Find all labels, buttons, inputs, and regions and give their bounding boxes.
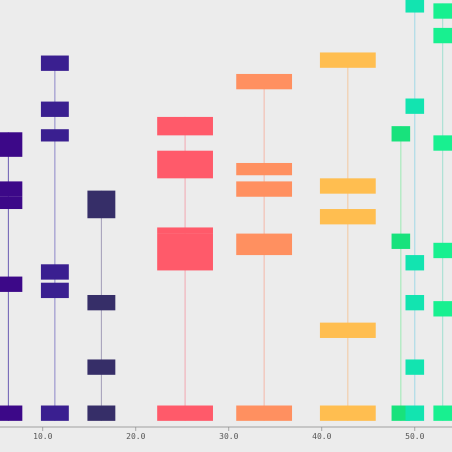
series-1-bar-2 bbox=[40, 264, 69, 280]
x-tick-label-1: 20.0 bbox=[126, 432, 145, 441]
series-8-bar-0 bbox=[433, 405, 452, 421]
series-2-bar-3 bbox=[87, 190, 116, 219]
series-1-bar-5 bbox=[40, 55, 69, 71]
series-7-bar-2 bbox=[405, 294, 425, 311]
series-8-bar-5 bbox=[433, 3, 452, 19]
series-8-bar-3 bbox=[433, 135, 452, 151]
series-3-bar-4 bbox=[157, 116, 213, 136]
x-tick-label-4: 50.0 bbox=[405, 432, 424, 441]
series-7-bar-0 bbox=[405, 405, 425, 421]
series-3-bar-2 bbox=[157, 227, 213, 234]
series-2-bar-2 bbox=[87, 294, 116, 311]
series-6-bar-1 bbox=[391, 233, 411, 249]
series-3-bar-1 bbox=[157, 233, 213, 271]
series-8-bar-1 bbox=[433, 301, 452, 317]
series-4-bar-1 bbox=[236, 233, 293, 256]
series-3-bar-3 bbox=[157, 150, 213, 179]
series-7-bar-3 bbox=[405, 255, 425, 271]
x-tick-label-0: 10.0 bbox=[33, 432, 52, 441]
boxes-layer bbox=[0, 0, 452, 421]
series-1-bar-3 bbox=[40, 129, 69, 142]
series-1-bar-0 bbox=[40, 405, 69, 421]
series-7-bar-4 bbox=[405, 98, 425, 114]
series-0-bar-0 bbox=[0, 405, 23, 421]
x-tick-label-2: 30.0 bbox=[219, 432, 238, 441]
series-2-bar-0 bbox=[87, 405, 116, 421]
series-8-bar-2 bbox=[433, 242, 452, 259]
series-4-bar-3 bbox=[236, 162, 293, 176]
series-8-bar-4 bbox=[433, 27, 452, 44]
series-3-bar-0 bbox=[157, 405, 213, 421]
series-5-bar-2 bbox=[319, 209, 376, 225]
series-2-bar-1 bbox=[87, 359, 116, 375]
series-0-bar-4 bbox=[0, 132, 23, 157]
series-5-bar-1 bbox=[319, 322, 376, 338]
series-0-bar-1 bbox=[0, 276, 23, 292]
series-5-bar-4 bbox=[319, 52, 376, 68]
series-1-bar-4 bbox=[40, 101, 69, 117]
series-7-bar-1 bbox=[405, 359, 425, 375]
series-4-bar-0 bbox=[236, 405, 293, 421]
series-4-bar-2 bbox=[236, 181, 293, 197]
series-6-bar-2 bbox=[391, 126, 411, 142]
series-5-bar-3 bbox=[319, 178, 376, 194]
series-5-bar-0 bbox=[319, 405, 376, 421]
stems-layer bbox=[7, 0, 444, 421]
series-4-bar-4 bbox=[236, 73, 293, 90]
series-0-bar-3 bbox=[0, 181, 23, 197]
series-0-bar-2 bbox=[0, 196, 23, 210]
x-tick-label-3: 40.0 bbox=[312, 432, 331, 441]
x-ticks: 10.0 20.0 30.0 40.0 50.0 bbox=[33, 427, 425, 441]
series-7-bar-5 bbox=[405, 0, 425, 13]
series-1-bar-1 bbox=[40, 282, 69, 299]
